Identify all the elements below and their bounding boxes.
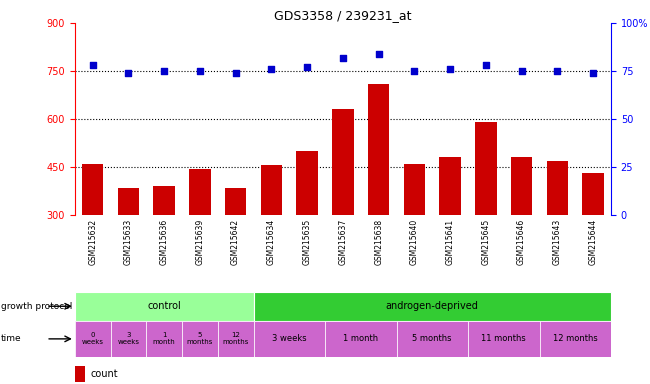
Text: 12 months: 12 months xyxy=(553,334,597,343)
Text: 11 months: 11 months xyxy=(482,334,526,343)
Text: time: time xyxy=(1,334,21,343)
Bar xyxy=(475,122,497,215)
Text: GSM215633: GSM215633 xyxy=(124,219,133,265)
Point xyxy=(266,66,277,72)
Text: GSM215642: GSM215642 xyxy=(231,219,240,265)
Point xyxy=(230,70,240,76)
Bar xyxy=(182,321,218,357)
Text: 3
weeks: 3 weeks xyxy=(118,333,139,345)
Text: GSM215643: GSM215643 xyxy=(553,219,562,265)
Text: 5 months: 5 months xyxy=(413,334,452,343)
Text: androgen-deprived: androgen-deprived xyxy=(386,301,478,311)
Text: GSM215640: GSM215640 xyxy=(410,219,419,265)
Bar xyxy=(511,157,532,215)
Bar xyxy=(296,151,318,215)
Point xyxy=(195,68,205,74)
Bar xyxy=(225,188,246,215)
Point xyxy=(516,68,526,74)
Text: GSM215641: GSM215641 xyxy=(446,219,454,265)
Text: 5
months: 5 months xyxy=(187,333,213,345)
Point xyxy=(87,62,98,68)
Bar xyxy=(582,174,604,215)
Point xyxy=(373,51,384,57)
Bar xyxy=(75,321,110,357)
Text: 1
month: 1 month xyxy=(153,333,176,345)
Bar xyxy=(189,169,211,215)
Text: 1 month: 1 month xyxy=(343,334,378,343)
Bar xyxy=(368,84,389,215)
Text: GSM215632: GSM215632 xyxy=(88,219,97,265)
Bar xyxy=(439,157,461,215)
Bar xyxy=(75,366,85,382)
Bar xyxy=(261,166,282,215)
Bar xyxy=(75,292,254,321)
Bar xyxy=(146,321,182,357)
Bar xyxy=(118,188,139,215)
Point xyxy=(302,64,312,70)
Bar xyxy=(540,321,611,357)
Bar xyxy=(332,109,354,215)
Text: GSM215639: GSM215639 xyxy=(196,219,204,265)
Bar xyxy=(218,321,254,357)
Point xyxy=(588,70,598,76)
Text: GSM215646: GSM215646 xyxy=(517,219,526,265)
Bar xyxy=(547,161,568,215)
Bar xyxy=(396,321,468,357)
Bar xyxy=(404,164,425,215)
Bar xyxy=(325,321,396,357)
Text: GSM215645: GSM215645 xyxy=(482,219,490,265)
Text: control: control xyxy=(148,301,181,311)
Point xyxy=(124,70,134,76)
Bar xyxy=(254,321,325,357)
Text: 0
weeks: 0 weeks xyxy=(82,333,103,345)
Text: growth protocol: growth protocol xyxy=(1,302,72,311)
Bar xyxy=(111,321,146,357)
Text: GSM215634: GSM215634 xyxy=(267,219,276,265)
Text: count: count xyxy=(91,369,118,379)
Bar xyxy=(468,321,540,357)
Text: GSM215644: GSM215644 xyxy=(589,219,597,265)
Point xyxy=(481,62,491,68)
Point xyxy=(410,68,420,74)
Point xyxy=(159,68,169,74)
Title: GDS3358 / 239231_at: GDS3358 / 239231_at xyxy=(274,9,411,22)
Point xyxy=(338,55,348,61)
Text: 3 weeks: 3 weeks xyxy=(272,334,307,343)
Bar xyxy=(254,292,611,321)
Text: 12
months: 12 months xyxy=(222,333,249,345)
Text: GSM215635: GSM215635 xyxy=(303,219,311,265)
Point xyxy=(445,66,455,72)
Text: GSM215638: GSM215638 xyxy=(374,219,383,265)
Bar xyxy=(153,186,175,215)
Bar xyxy=(82,164,103,215)
Text: GSM215637: GSM215637 xyxy=(339,219,347,265)
Text: GSM215636: GSM215636 xyxy=(160,219,168,265)
Point xyxy=(552,68,563,74)
